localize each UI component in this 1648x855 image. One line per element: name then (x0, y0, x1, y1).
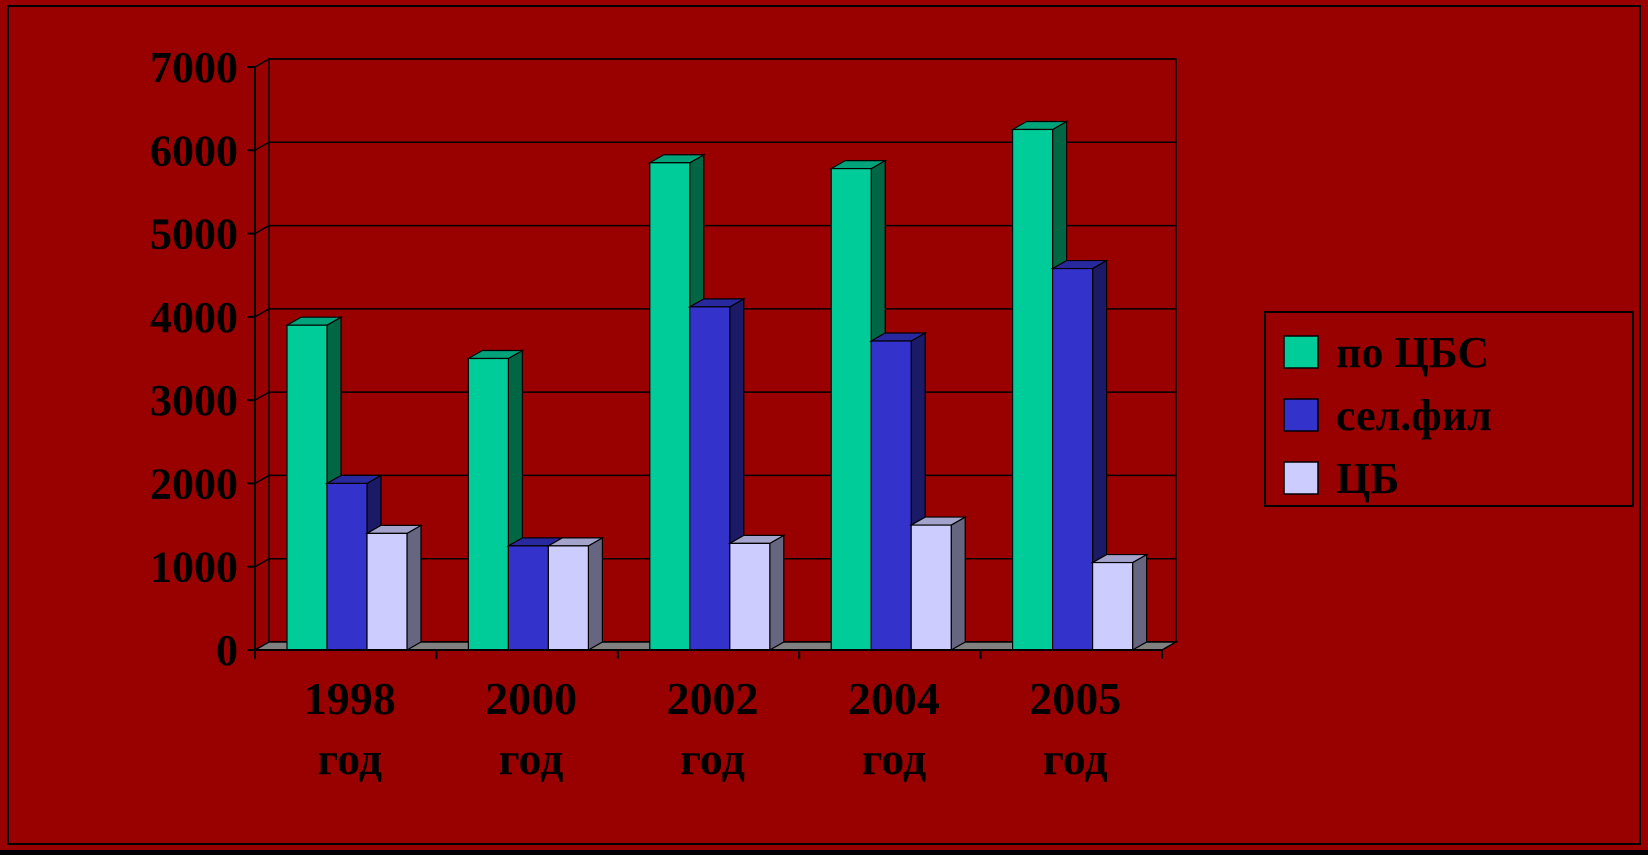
bar-front (1091, 561, 1134, 651)
x-category-label: год (1043, 733, 1108, 784)
bar-side (587, 536, 604, 652)
bar-front (830, 168, 872, 651)
y-tick-label: 1000 (150, 543, 238, 592)
bar-front (286, 324, 328, 651)
legend-label: ЦБ (1336, 454, 1399, 503)
bar (324, 474, 384, 652)
gridline-side (254, 474, 270, 485)
gridline-side (254, 141, 270, 151)
y-tick-label: 0 (216, 626, 238, 675)
bar-side (406, 524, 422, 652)
gridline-side (254, 308, 270, 318)
bar-side (950, 516, 966, 652)
bar (1090, 553, 1149, 652)
y-tick-label: 3000 (150, 376, 238, 425)
y-axis-tick-labels: 0 1000 2000 3000 4000 5000 6000 7000 (150, 43, 238, 675)
y-tick-label: 6000 (150, 126, 238, 175)
slide-frame (7, 5, 1641, 845)
bar-front (649, 162, 691, 651)
x-category-label: год (680, 733, 745, 784)
legend-label: сел.фил (1336, 391, 1492, 440)
x-category-label: 2004 (848, 673, 940, 724)
x-category-label: 2000 (485, 673, 577, 724)
x-category-label: 1998 (304, 673, 396, 724)
bar-front (729, 542, 771, 651)
y-tick-label: 7000 (150, 43, 238, 92)
x-category-label: 2002 (667, 673, 759, 724)
x-category-label: 2005 (1029, 673, 1121, 724)
bar-front (689, 306, 731, 651)
bar-front (1051, 267, 1094, 651)
bar-front (366, 532, 408, 651)
bar-front (467, 357, 509, 651)
legend-box (1264, 311, 1634, 507)
x-axis-category-labels: 1998 год 2000 год 2002 год 2004 год 2005 год (304, 673, 1122, 784)
gridline-side (254, 558, 270, 568)
x-category-label: год (317, 733, 382, 784)
bar-front (507, 545, 549, 651)
gridline-side (254, 224, 270, 235)
legend-label: по ЦБС (1336, 328, 1489, 377)
gridline-side (254, 58, 270, 68)
bar-front (326, 482, 368, 651)
x-category-label: год (862, 733, 927, 784)
bar-side (1131, 553, 1148, 652)
bar-side (769, 534, 785, 652)
legend-swatch (1283, 335, 1319, 369)
bar-front (910, 524, 952, 651)
bar (546, 536, 605, 652)
y-tick-label: 2000 (150, 459, 238, 508)
legend-swatch (1283, 398, 1319, 432)
legend: по ЦБС сел.фил ЦБ (1264, 311, 1634, 507)
bar (727, 534, 787, 652)
x-category-label: год (499, 733, 564, 784)
bar-front (547, 545, 590, 651)
y-tick-label: 5000 (150, 210, 238, 259)
bar (364, 524, 424, 652)
bar-front (870, 340, 912, 651)
gridline-side (254, 391, 270, 401)
axes (247, 66, 1163, 659)
y-tick-label: 4000 (150, 293, 238, 342)
bar (908, 516, 968, 652)
bar (1050, 259, 1109, 652)
bar-front (1011, 128, 1054, 651)
legend-swatch (1283, 461, 1319, 495)
